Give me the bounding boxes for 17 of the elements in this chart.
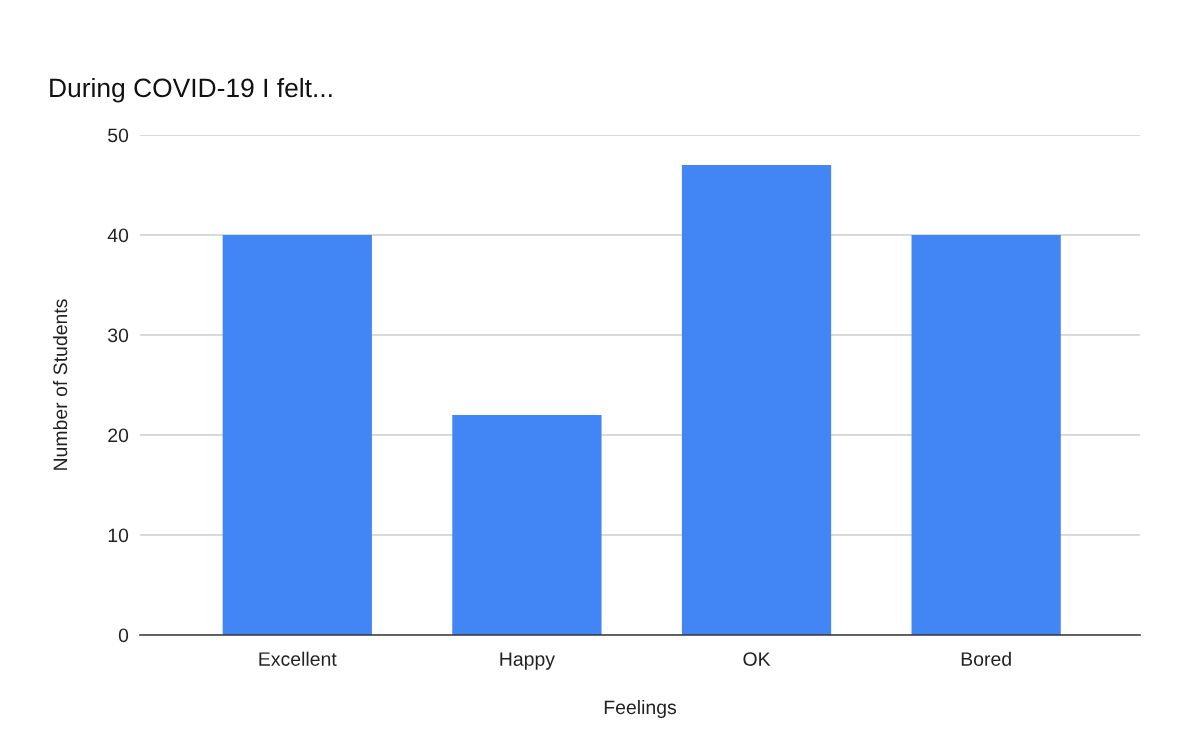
bar xyxy=(681,165,832,635)
bar xyxy=(911,235,1061,635)
y-tick-label: 10 xyxy=(108,528,129,543)
x-tick-label: OK xyxy=(743,652,771,666)
y-tick-label: 40 xyxy=(107,228,129,243)
y-tick-label: 0 xyxy=(118,628,129,643)
y-tick-label: 30 xyxy=(108,328,129,343)
x-tick-label: Happy xyxy=(500,652,555,670)
x-axis-title: Feelings xyxy=(604,699,677,719)
bar xyxy=(222,235,372,635)
y-axis-title: Number of Students xyxy=(52,299,68,470)
chart-title: During COVID-19 I felt... xyxy=(50,77,332,103)
x-tick-label: Bored xyxy=(961,651,1011,666)
x-tick-label: Excellent xyxy=(259,651,337,666)
y-tick-label: 50 xyxy=(108,128,129,143)
y-tick-label: 20 xyxy=(108,428,129,443)
bar xyxy=(452,415,602,635)
